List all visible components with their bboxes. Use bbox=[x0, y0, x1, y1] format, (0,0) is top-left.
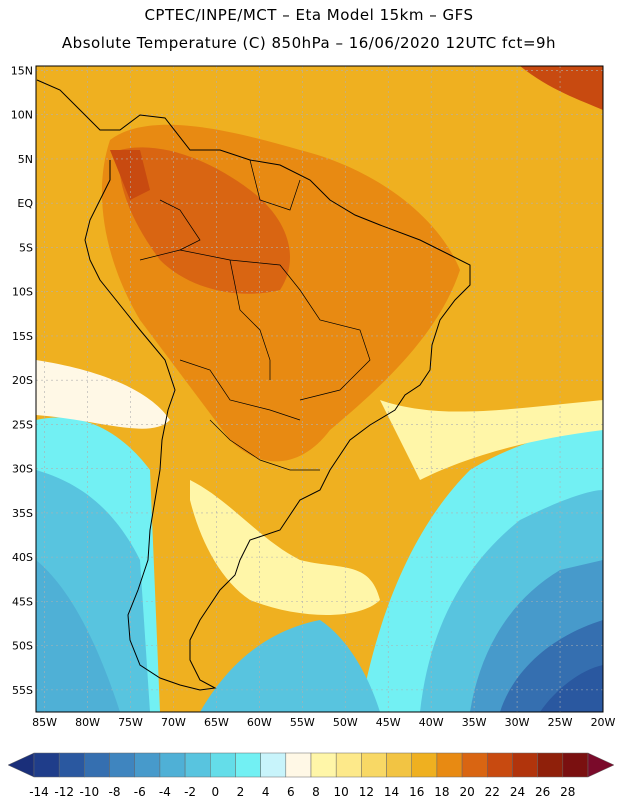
field-cold-south-ocean bbox=[200, 620, 380, 712]
lat-label: EQ bbox=[17, 197, 33, 210]
colorbar-swatch bbox=[134, 752, 161, 778]
lon-label: 85W bbox=[32, 716, 57, 729]
colorbar-tick-label: 4 bbox=[262, 785, 270, 799]
colorbar-left-arrow bbox=[7, 752, 35, 778]
colorbar-tick-label: 0 bbox=[211, 785, 219, 799]
lat-label: 30S bbox=[12, 463, 33, 476]
lat-label: 50S bbox=[12, 640, 33, 653]
lon-label: 30W bbox=[505, 716, 530, 729]
colorbar-tick-label: 24 bbox=[510, 785, 525, 799]
colorbar-tick-label: 26 bbox=[535, 785, 550, 799]
colorbar-tick-label: 20 bbox=[459, 785, 474, 799]
colorbar-tick-label: 28 bbox=[560, 785, 575, 799]
field-andes-hot bbox=[110, 150, 150, 200]
lon-label: 50W bbox=[333, 716, 358, 729]
colorbar-swatch bbox=[58, 752, 85, 778]
longitude-labels: 85W 80W 75W 70W 65W 60W 55W 50W 45W 40W 35W 30W 25W 2… bbox=[32, 716, 615, 729]
colorbar-tick-label: 22 bbox=[485, 785, 500, 799]
colorbar-swatch bbox=[159, 752, 186, 778]
colorbar-tick-label: -14 bbox=[29, 785, 49, 799]
lon-label: 80W bbox=[75, 716, 100, 729]
colorbar-tick-label: 16 bbox=[409, 785, 424, 799]
colorbar-swatch bbox=[461, 752, 488, 778]
colorbar-swatch bbox=[487, 752, 513, 778]
colorbar-swatch bbox=[109, 752, 135, 778]
colorbar: -14 -12 -10 -8 -6 -4 -2 0 2 4 6 8 10 12 14 16 18 20 22 24 26… bbox=[7, 752, 615, 799]
colorbar-swatch bbox=[436, 752, 463, 778]
colorbar-swatch bbox=[562, 752, 589, 778]
colorbar-tick-label: 2 bbox=[237, 785, 245, 799]
field-caribbean-hot bbox=[520, 66, 603, 110]
lon-label: 70W bbox=[161, 716, 186, 729]
colorbar-swatch bbox=[184, 752, 211, 778]
colorbar-swatch bbox=[84, 752, 110, 778]
lat-label: 45S bbox=[12, 595, 33, 608]
country-borders bbox=[139, 159, 371, 471]
colorbar-swatch bbox=[361, 752, 387, 778]
field-cold-sw bbox=[36, 560, 120, 712]
temperature-field bbox=[36, 66, 603, 712]
colorbar-right-arrow bbox=[587, 752, 615, 778]
colorbar-swatch bbox=[411, 752, 438, 778]
colorbar-swatch bbox=[386, 752, 412, 778]
lat-label: 5N bbox=[18, 153, 33, 166]
field-amazon-hot bbox=[119, 147, 291, 294]
lon-label: 45W bbox=[376, 716, 401, 729]
lon-label: 35W bbox=[462, 716, 487, 729]
latitude-labels: 15N 10N 5N EQ 5S 10S 15S 20S 25S 30S 35S 40S 45S 50S 5… bbox=[11, 64, 34, 696]
colorbar-swatch bbox=[33, 752, 60, 778]
colorbar-tick-label: -6 bbox=[134, 785, 146, 799]
colorbar-tick-label: -4 bbox=[159, 785, 171, 799]
lat-label: 35S bbox=[12, 507, 33, 520]
lat-label: 10N bbox=[11, 109, 33, 122]
colorbar-swatch bbox=[310, 752, 337, 778]
colorbar-tick-label: -8 bbox=[109, 785, 121, 799]
field-coldest-atlantic3 bbox=[540, 665, 603, 712]
colorbar-swatch bbox=[335, 752, 362, 778]
colorbar-tick-label: 10 bbox=[334, 785, 349, 799]
colorbar-swatch bbox=[260, 752, 287, 778]
colorbar-tick-label: -10 bbox=[80, 785, 100, 799]
plot-frame bbox=[35, 65, 604, 713]
colorbar-tick-label: -12 bbox=[54, 785, 74, 799]
continent-outline bbox=[36, 79, 471, 691]
field-band-pacific bbox=[36, 360, 170, 429]
colorbar-swatch bbox=[512, 752, 538, 778]
lat-label: 10S bbox=[12, 286, 33, 299]
lat-label: 15N bbox=[11, 64, 33, 77]
lon-label: 25W bbox=[548, 716, 573, 729]
lat-label: 55S bbox=[12, 684, 33, 697]
lat-label: 40S bbox=[12, 551, 33, 564]
field-patagonia-plume bbox=[190, 480, 380, 615]
colorbar-tick-label: 6 bbox=[287, 785, 295, 799]
lon-label: 55W bbox=[290, 716, 315, 729]
map-title-line1: CPTEC/INPE/MCT – Eta Model 15km – GFS bbox=[144, 6, 474, 24]
lat-label: 20S bbox=[12, 374, 33, 387]
colorbar-tick-label: 14 bbox=[384, 785, 399, 799]
lon-label: 40W bbox=[419, 716, 444, 729]
colorbar-tick-label: 12 bbox=[359, 785, 374, 799]
colorbar-tick-label: -2 bbox=[184, 785, 196, 799]
colorbar-swatch bbox=[285, 752, 312, 778]
lon-label: 75W bbox=[118, 716, 143, 729]
colorbar-swatch bbox=[537, 752, 564, 778]
map-title-line2: Absolute Temperature (C) 850hPa – 16/06/… bbox=[61, 34, 557, 52]
lat-label: 5S bbox=[19, 241, 33, 254]
lat-label: 25S bbox=[12, 418, 33, 431]
colorbar-swatch bbox=[210, 752, 236, 778]
field-band-atlantic bbox=[380, 400, 603, 480]
colorbar-tick-label: 8 bbox=[312, 785, 320, 799]
colorbar-tick-label: 18 bbox=[434, 785, 449, 799]
colorbar-swatch bbox=[235, 752, 261, 778]
lon-label: 60W bbox=[247, 716, 272, 729]
lat-label: 15S bbox=[12, 330, 33, 343]
lon-label: 20W bbox=[591, 716, 616, 729]
lon-label: 65W bbox=[204, 716, 229, 729]
